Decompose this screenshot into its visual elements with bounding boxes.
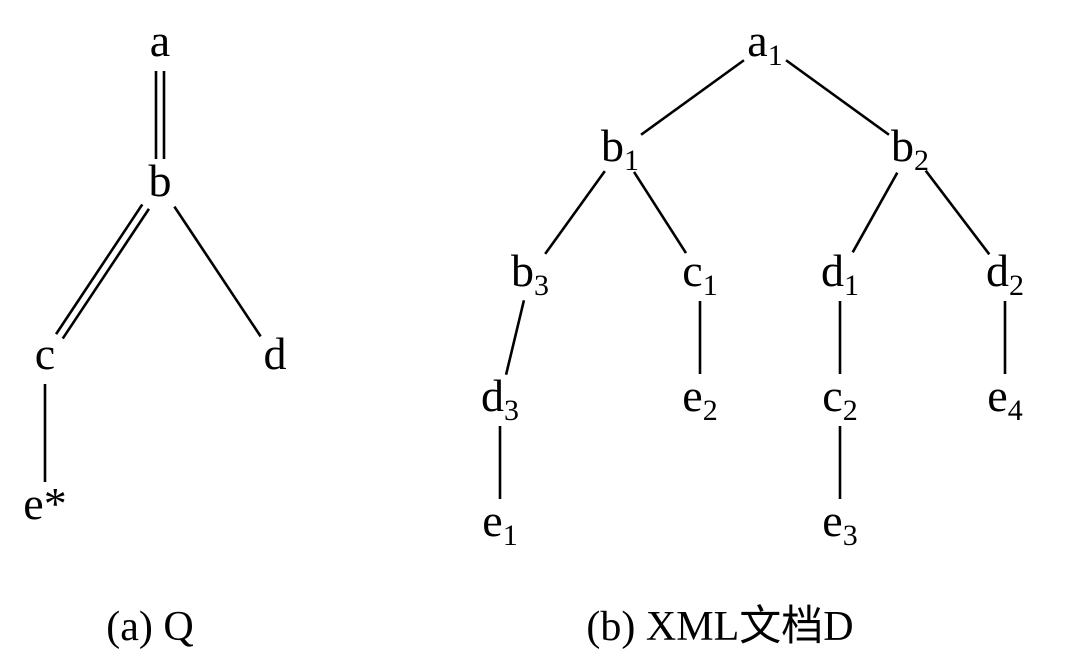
query-tree-q: a b c d e* (a) Q [23,15,286,650]
node-subscript: 3 [504,394,519,427]
node-subscript: 1 [503,519,518,552]
node-base-label: a [747,15,767,66]
xml-document-tree-d: a1b1b2b3c1d1d2d3e2c2e4e1e3(b) XML文档D [481,15,1024,650]
node-base-label: d [821,245,844,296]
node-base-label: b [891,120,914,171]
tree-node-e2: e2 [682,370,717,427]
tree-node-d1: d1 [821,245,859,302]
tree-node-e3: e3 [822,495,857,552]
tree-node-d: d [264,328,287,379]
tree-edge [926,171,990,255]
tree-node-c2: c2 [822,370,857,427]
node-base-label: a [150,15,170,66]
node-base-label: e [682,370,702,421]
node-base-label: d [481,370,504,421]
node-subscript: 2 [1009,269,1024,302]
tree-node-d3: d3 [481,370,519,427]
node-base-label: c [822,370,842,421]
node-subscript: 3 [534,269,549,302]
tree-node-d2: d2 [986,245,1024,302]
tree-node-b: b [149,155,172,206]
tree-edge [634,172,686,253]
tree-node-e4: e4 [987,370,1022,427]
diagram-caption: (b) XML文档D [586,603,853,650]
tree-node-e1: e1 [482,495,517,552]
node-subscript: 2 [843,394,858,427]
node-base-label: b [149,155,172,206]
diagram-caption: (a) Q [106,604,193,650]
tree-node-es: e* [23,478,66,529]
node-base-label: e [23,478,43,529]
node-base-label: c [35,328,55,379]
node-base-label: e [482,495,502,546]
tree-node-b2: b2 [891,120,929,177]
tree-edge-double [56,204,142,334]
node-subscript: 1 [703,269,718,302]
tree-edge [174,207,260,337]
node-subscript: 3 [843,519,858,552]
tree-node-a1: a1 [747,15,782,72]
tree-edge [506,300,524,374]
tree-node-b1: b1 [601,120,639,177]
node-subscript: 1 [768,39,783,72]
tree-node-c: c [35,328,55,379]
node-subscript: 1 [844,269,859,302]
diagram-canvas: abcde*(a) Qa1b1b2b3c1d1d2d3e2c2e4e1e3(b)… [0,0,1073,668]
node-suffix: * [44,478,67,529]
tree-edge [641,60,744,135]
tree-node-a: a [150,15,170,66]
node-base-label: d [264,328,287,379]
node-base-label: b [601,120,624,171]
tree-node-b3: b3 [511,245,549,302]
node-base-label: d [986,245,1009,296]
tree-edge [786,60,889,135]
node-base-label: b [511,245,534,296]
node-base-label: e [822,495,842,546]
node-base-label: c [682,245,702,296]
node-subscript: 2 [914,144,929,177]
node-subscript: 2 [703,394,718,427]
node-subscript: 4 [1008,394,1023,427]
tree-edge [853,173,898,253]
tree-node-c1: c1 [682,245,717,302]
tree-edge [545,171,605,254]
tree-edge-double [63,209,149,339]
node-base-label: e [987,370,1007,421]
node-subscript: 1 [624,144,639,177]
